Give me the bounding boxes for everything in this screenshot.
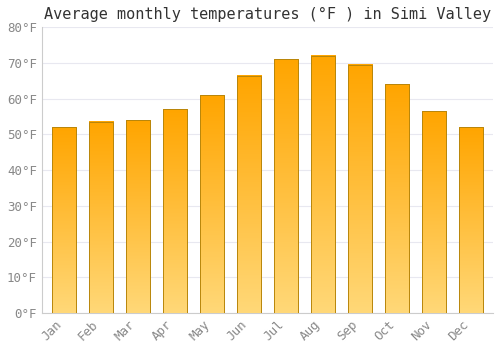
Bar [163, 110, 187, 313]
Bar [126, 120, 150, 313]
Bar [274, 60, 298, 313]
Title: Average monthly temperatures (°F ) in Simi Valley: Average monthly temperatures (°F ) in Si… [44, 7, 491, 22]
Bar [459, 127, 483, 313]
Bar [385, 84, 409, 313]
Bar [311, 56, 335, 313]
Bar [89, 122, 113, 313]
Bar [200, 95, 224, 313]
Bar [52, 127, 76, 313]
Bar [422, 111, 446, 313]
Bar [237, 76, 261, 313]
Bar [348, 65, 372, 313]
